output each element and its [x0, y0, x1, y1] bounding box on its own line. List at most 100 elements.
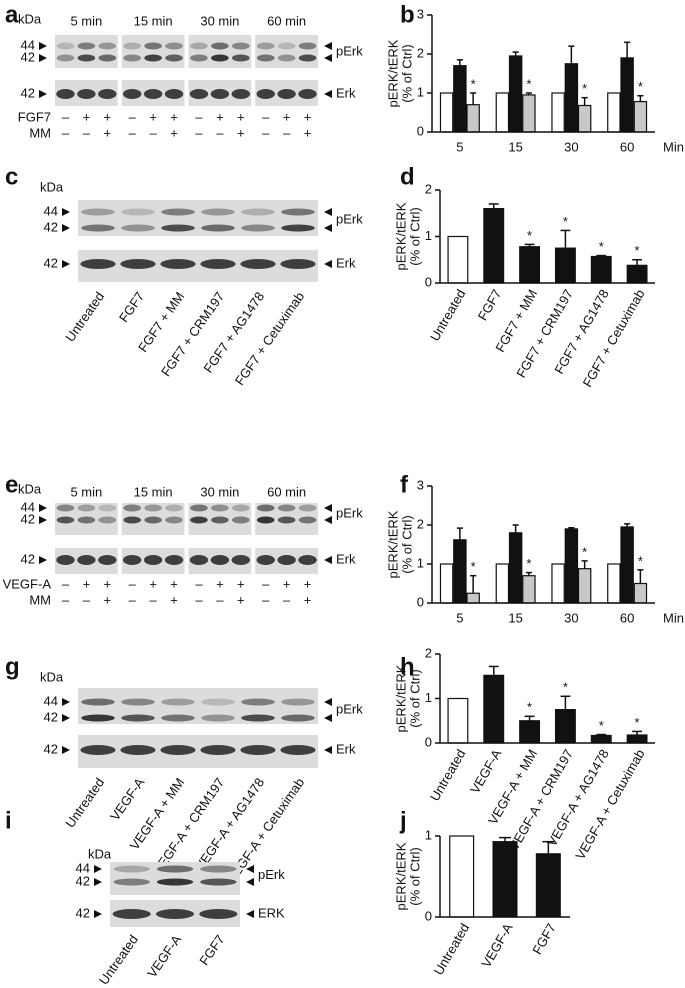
significance: *	[563, 680, 568, 695]
panel-letter: a	[5, 1, 19, 28]
bar	[577, 568, 592, 604]
blot	[78, 250, 318, 282]
sign: –	[62, 109, 70, 124]
y-tick-label: 0	[425, 274, 432, 289]
sign: +	[170, 109, 178, 124]
band-label: pErk	[258, 867, 285, 882]
kda-label: kDa	[88, 846, 112, 861]
arrowhead	[324, 516, 332, 524]
arrowhead	[324, 224, 332, 232]
bar	[447, 235, 469, 284]
lane-label: FGF7 + Cetuximab	[232, 289, 307, 388]
arrowhead	[324, 714, 332, 722]
bar	[626, 734, 648, 744]
y-axis-label: (% of Ctrl)	[399, 515, 414, 574]
sign: –	[195, 592, 203, 607]
y-tick-label: 0	[425, 734, 432, 749]
band	[121, 224, 155, 232]
band	[211, 42, 229, 50]
band	[256, 555, 275, 565]
sign: –	[195, 109, 203, 124]
band	[98, 504, 117, 512]
x-tick-label: 60	[620, 139, 634, 154]
band	[240, 259, 276, 269]
band	[232, 516, 250, 524]
bar	[508, 55, 523, 133]
band-label: pErk	[336, 505, 363, 520]
y-axis-label: (% of Ctrl)	[407, 669, 422, 728]
arrowhead	[246, 865, 254, 873]
lane-label: VEGF-A + CRM197	[150, 775, 228, 877]
arrowhead	[62, 208, 70, 216]
x-tick-label: Untreated	[427, 287, 469, 344]
bar	[453, 539, 467, 604]
bar	[554, 247, 576, 284]
band	[190, 54, 208, 62]
arrowhead	[94, 865, 102, 873]
bar	[495, 563, 510, 604]
arrowhead	[39, 516, 47, 524]
bar	[447, 697, 469, 744]
panel-letter: b	[400, 1, 415, 28]
panel-letter: f	[400, 471, 409, 498]
band	[77, 555, 96, 565]
band	[81, 208, 115, 216]
kda-label: kDa	[18, 481, 42, 496]
band	[298, 555, 317, 565]
sign: –	[150, 592, 158, 607]
group-label: 5 min	[70, 13, 102, 28]
band	[56, 54, 75, 62]
significance: *	[527, 228, 532, 243]
sign: –	[283, 592, 291, 607]
x-tick-label: 15	[508, 139, 522, 154]
bar	[508, 532, 523, 604]
y-axis-label: (% of Ctrl)	[407, 847, 422, 906]
band	[120, 745, 156, 755]
kda-marker: 44	[21, 37, 35, 52]
band	[210, 555, 230, 565]
band	[200, 259, 236, 269]
band	[81, 698, 115, 706]
sign: –	[62, 592, 70, 607]
x-tick-label: Untreated	[431, 921, 473, 978]
sign: +	[103, 109, 111, 124]
band	[143, 89, 163, 99]
lane-label: VEGF-A	[144, 932, 184, 981]
sign: –	[216, 592, 224, 607]
band-label: Erk	[336, 255, 356, 270]
band	[280, 259, 316, 269]
blot	[78, 200, 318, 236]
x-tick-label: 5	[456, 139, 463, 154]
significance: *	[471, 559, 476, 574]
bar	[620, 526, 634, 604]
band	[121, 714, 155, 722]
sign: –	[262, 109, 270, 124]
band	[77, 516, 96, 524]
x-tick-label: VEGF-A + CRM197	[506, 747, 576, 853]
x-tick-label: VEGF-A	[467, 746, 504, 796]
bar	[519, 246, 541, 284]
band	[277, 89, 296, 99]
sign: –	[195, 576, 203, 591]
bar	[564, 528, 579, 604]
arrowhead	[324, 42, 332, 50]
arrowhead	[246, 878, 254, 886]
sign: –	[195, 125, 203, 140]
band	[211, 54, 229, 62]
sign: –	[129, 592, 137, 607]
band	[98, 555, 117, 565]
significance: *	[582, 544, 587, 559]
significance: *	[635, 715, 640, 730]
band	[201, 224, 235, 232]
kda-marker: 42	[44, 255, 58, 270]
sign: +	[304, 125, 312, 140]
bar	[626, 264, 648, 284]
y-tick-label: 2	[425, 181, 432, 196]
sign: +	[170, 125, 178, 140]
y-tick-label: 1	[425, 228, 432, 243]
bar	[620, 57, 634, 133]
arrowhead	[94, 910, 102, 918]
band	[98, 54, 117, 62]
arrowhead	[62, 746, 70, 754]
bar	[554, 709, 576, 744]
